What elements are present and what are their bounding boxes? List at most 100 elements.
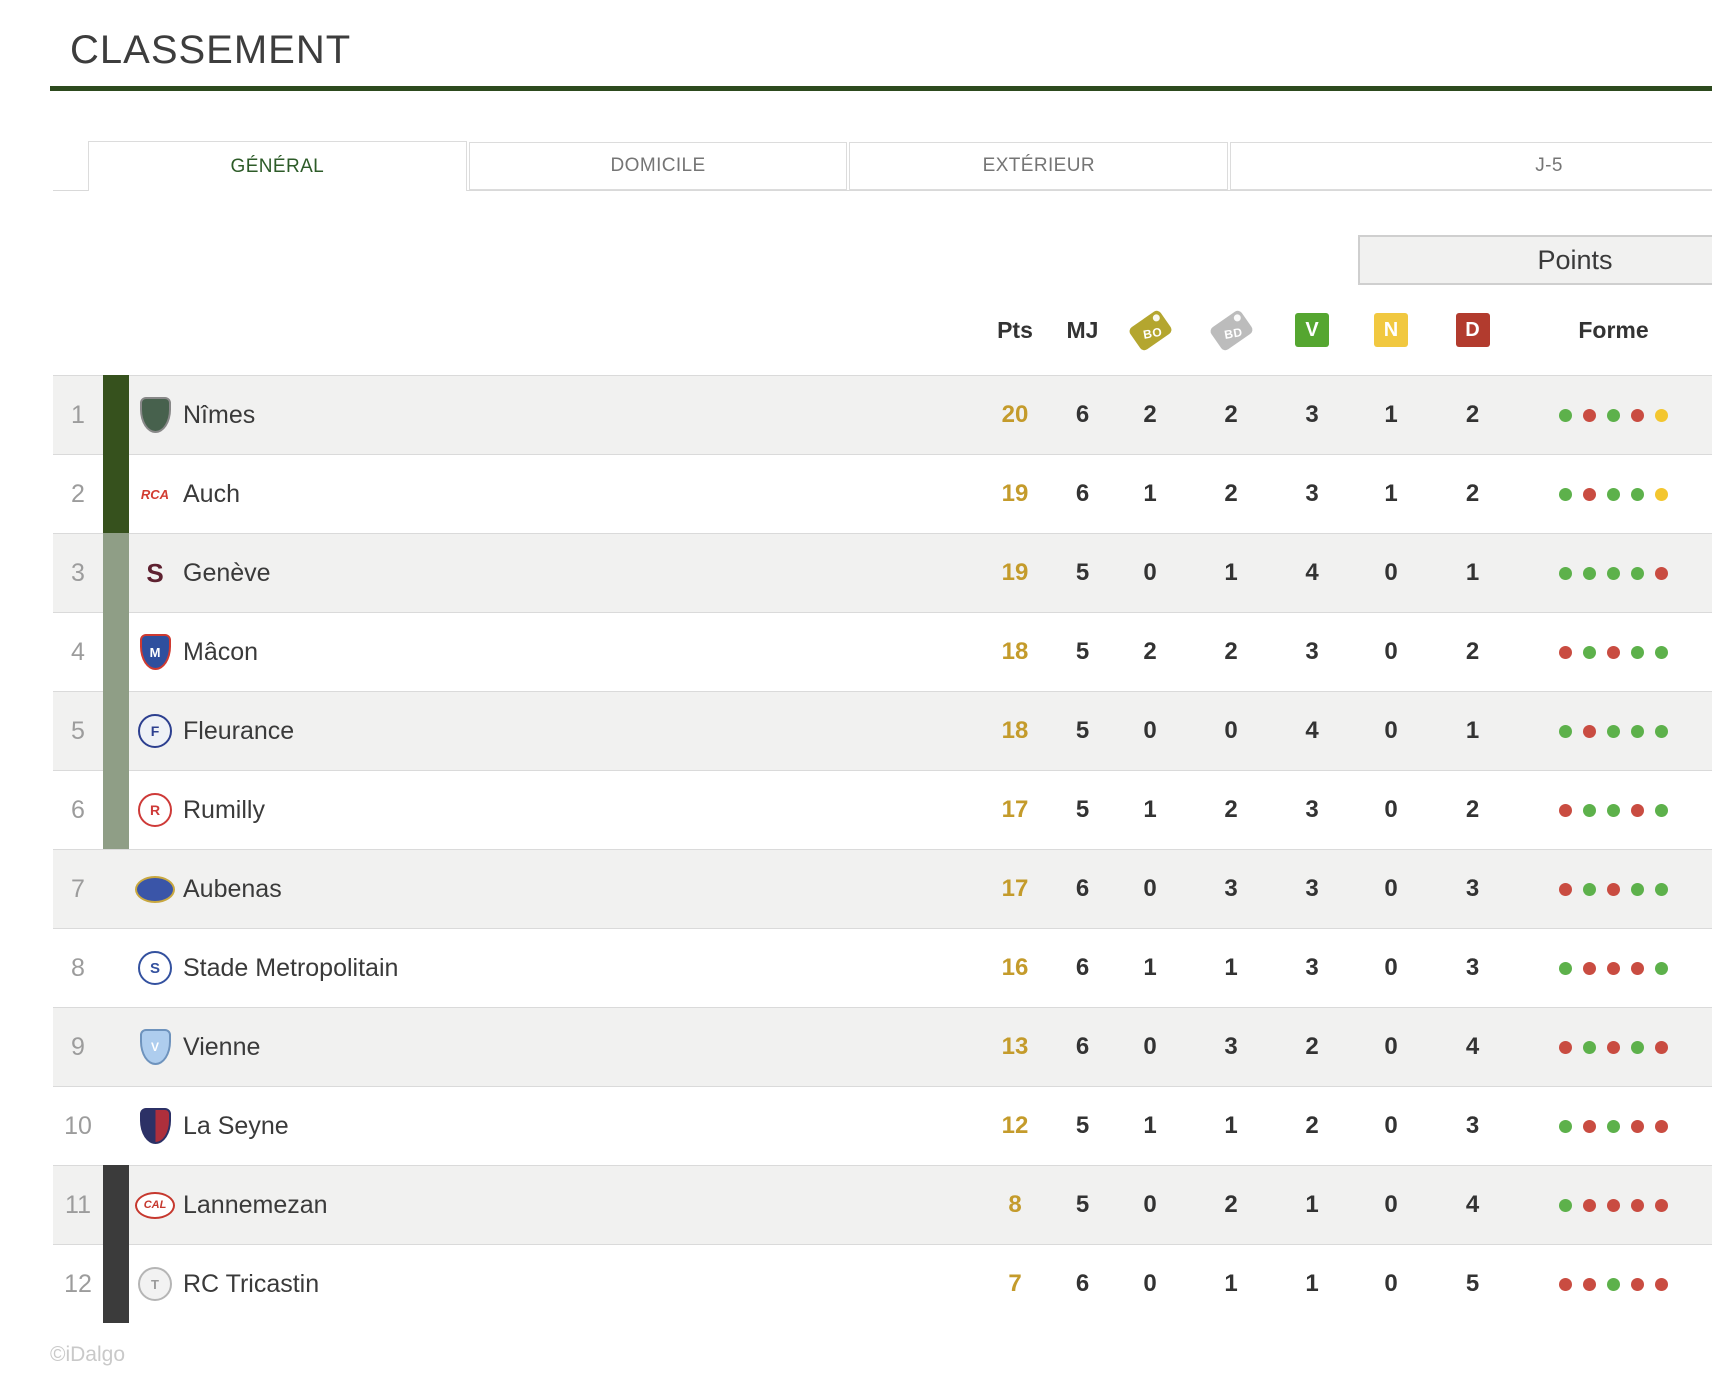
rank-zone-cell	[103, 454, 129, 533]
losses-value: 2	[1465, 480, 1480, 507]
points-value: 8	[1008, 1191, 1022, 1218]
bonus-offensif-value: 0	[1143, 1191, 1157, 1218]
team-logo: V	[139, 1029, 171, 1065]
rank-zone-cell	[103, 612, 129, 691]
forme-dot-d	[1607, 1198, 1620, 1212]
rank-zone-bar	[103, 770, 129, 849]
team-name: RC Tricastin	[183, 1269, 320, 1298]
team-logo-cell: V	[129, 1008, 181, 1086]
team-logo-cell: F	[129, 692, 181, 770]
rank-zone-cell	[103, 691, 129, 770]
draws-value: 1	[1384, 480, 1398, 507]
rank-zone-bar	[103, 1165, 129, 1244]
page-title: CLASSEMENT	[70, 28, 352, 72]
team-logo: T	[138, 1267, 172, 1301]
forme-dot-d	[1631, 1198, 1644, 1212]
forme-dot-d	[1583, 1277, 1596, 1291]
rank-number: 10	[64, 1111, 92, 1140]
rank-zone-bar	[103, 1007, 129, 1086]
tab-j-5[interactable]: J-5	[1230, 142, 1712, 190]
bonus-defensif-value: 0	[1224, 717, 1238, 744]
team-logo-cell: RCA	[129, 455, 181, 533]
table-row[interactable]: 6 R Rumilly 17 5 1 2 3 0 2	[53, 770, 1712, 849]
forme-dot-d	[1607, 645, 1620, 659]
draws-value: 0	[1384, 1191, 1398, 1218]
table-row[interactable]: 11 CAL Lannemezan 8 5 0 2 1 0 4	[53, 1165, 1712, 1244]
bonus-defensif-value: 3	[1224, 1033, 1238, 1060]
team-logo	[135, 875, 175, 903]
table-row[interactable]: 9 V Vienne 13 6 0 3 2 0 4	[53, 1007, 1712, 1086]
forme-dot-v	[1559, 487, 1572, 501]
team-logo-cell: CAL	[129, 1166, 181, 1244]
team-logo-cell	[129, 1087, 181, 1165]
rank-number: 7	[71, 874, 85, 903]
team-logo-cell	[129, 850, 181, 928]
rank-zone-cell	[103, 1087, 129, 1165]
rank-zone-cell	[103, 533, 129, 612]
points-value: 12	[1001, 1112, 1029, 1139]
bonus-offensif-value: 1	[1143, 796, 1157, 823]
team-logo-cell	[129, 376, 181, 454]
team-logo-cell: M	[129, 613, 181, 691]
table-row[interactable]: 8 S Stade Metropolitain 16 6 1 1 3 0 3	[53, 928, 1712, 1007]
tab-exterieur[interactable]: EXTÉRIEUR	[849, 142, 1229, 190]
tab-general[interactable]: GÉNÉRAL	[88, 141, 467, 191]
points-sort-select[interactable]: Points	[1358, 235, 1712, 285]
tab-domicile[interactable]: DOMICILE	[468, 142, 848, 190]
wins-value: 1	[1305, 1270, 1319, 1297]
bonus-offensif-value: 1	[1143, 954, 1157, 981]
table-row[interactable]: 7 Aubenas 17 6 0 3 3 0 3	[53, 849, 1712, 928]
forme-dot-v	[1607, 566, 1620, 580]
team-logo-cell: S	[129, 929, 181, 1007]
forme-dot-d	[1583, 724, 1596, 738]
bonus-defensif-tag-icon: BD	[1208, 308, 1254, 352]
forme-dots	[1515, 455, 1712, 533]
table-row[interactable]: 5 F Fleurance 18 5 0 0 4 0 1	[53, 691, 1712, 770]
rank-zone-bar	[103, 849, 129, 928]
forme-dots	[1515, 692, 1712, 770]
points-sort-label: Points	[1537, 244, 1613, 275]
forme-dot-d	[1655, 1198, 1668, 1212]
points-value: 17	[1001, 875, 1029, 902]
bonus-defensif-value: 2	[1224, 480, 1238, 507]
bonus-offensif-value: 0	[1143, 1033, 1157, 1060]
rank-number: 4	[71, 637, 85, 666]
wins-value: 2	[1305, 1033, 1319, 1060]
bonus-defensif-value: 1	[1224, 1112, 1238, 1139]
table-row[interactable]: 1 Nîmes 20 6 2 2 3 1 2	[53, 375, 1712, 454]
forme-dot-d	[1631, 803, 1644, 817]
bonus-offensif-value: 2	[1143, 401, 1157, 428]
team-logo: S	[146, 558, 164, 588]
forme-dot-n	[1655, 487, 1668, 501]
losses-value: 1	[1465, 717, 1480, 744]
table-row[interactable]: 2 RCA Auch 19 6 1 2 3 1 2	[53, 454, 1712, 533]
table-row[interactable]: 10 La Seyne 12 5 1 1 2 0 3	[53, 1086, 1712, 1165]
watermark: ©iDalgo	[50, 1343, 126, 1366]
draws-value: 0	[1384, 717, 1398, 744]
matches-played-value: 6	[1075, 1270, 1090, 1297]
forme-dot-d	[1631, 408, 1644, 422]
bonus-defensif-value: 3	[1224, 875, 1238, 902]
team-logo: CAL	[135, 1191, 175, 1219]
points-value: 7	[1008, 1270, 1022, 1297]
forme-dot-d	[1583, 408, 1596, 422]
table-row[interactable]: 3 S Genève 19 5 0 1 4 0 1	[53, 533, 1712, 612]
bonus-offensif-value: 2	[1143, 638, 1157, 665]
table-row[interactable]: 12 T RC Tricastin 7 6 0 1 1 0 5	[53, 1244, 1712, 1323]
losses-value: 4	[1465, 1191, 1480, 1218]
forme-dots	[1515, 613, 1712, 691]
matches-played-value: 6	[1075, 954, 1090, 981]
bonus-offensif-value: 1	[1143, 1112, 1157, 1139]
bonus-offensif-value: 0	[1143, 559, 1157, 586]
forme-dot-v	[1655, 803, 1668, 817]
standings-table: 1 Nîmes 20 6 2 2 3 1 2 2 RCA Auch 19 6 1…	[53, 375, 1712, 1323]
table-row[interactable]: 4 M Mâcon 18 5 2 2 3 0 2	[53, 612, 1712, 691]
wins-value: 2	[1305, 1112, 1319, 1139]
forme-dot-d	[1559, 803, 1572, 817]
forme-dots	[1515, 1008, 1712, 1086]
points-value: 13	[1001, 1033, 1029, 1060]
controls-row: Points	[0, 235, 1712, 285]
rank-number: 6	[71, 795, 85, 824]
bonus-offensif-value: 0	[1143, 717, 1157, 744]
forme-dot-v	[1559, 408, 1572, 422]
